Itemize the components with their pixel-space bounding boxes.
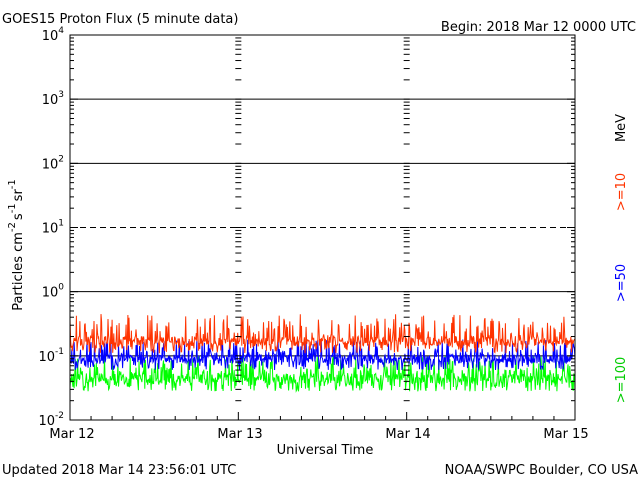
legend-series-10: >=10 <box>614 173 629 211</box>
y-axis-label: Particles cm-2s-1sr-1 <box>7 179 26 311</box>
series-layer <box>69 314 576 393</box>
y-tick-label-2: 100 <box>42 283 65 301</box>
plot-area <box>69 34 576 421</box>
series-line-gte50 <box>69 339 576 371</box>
y-tick-labels: 10-2 10-1 100 101 102 103 104 <box>38 26 64 429</box>
x-tick-labels: Mar 12 Mar 13 Mar 14 Mar 15 <box>49 427 588 442</box>
y-tick-label-1: 10-1 <box>38 347 64 365</box>
x-axis-label: Universal Time <box>277 443 374 458</box>
series-line-gte10 <box>69 314 576 354</box>
day-minor-ticks <box>69 37 576 421</box>
legend-series-100: >=100 <box>614 357 629 404</box>
legend-unit: MeV <box>614 114 629 142</box>
chart-title: GOES15 Proton Flux (5 minute data) <box>2 12 238 27</box>
legend-series-50: >=50 <box>614 264 629 302</box>
y-tick-marks <box>70 34 575 421</box>
x-tick-label-1: Mar 13 <box>217 427 262 442</box>
y-tick-label-3: 101 <box>42 219 64 237</box>
threshold-lines <box>70 98 575 357</box>
x-tick-label-3: Mar 15 <box>543 427 588 442</box>
y-tick-label-6: 104 <box>42 26 65 44</box>
y-tick-label-5: 103 <box>42 90 64 108</box>
y-tick-label-0: 10-2 <box>38 411 64 429</box>
legend: MeV >=10 >=50 >=100 <box>614 114 629 403</box>
updated-timestamp: Updated 2018 Mar 14 23:56:01 UTC <box>2 463 236 478</box>
begin-label: Begin: 2018 Mar 12 0000 UTC <box>441 20 636 35</box>
x-tick-label-0: Mar 12 <box>49 427 94 442</box>
y-tick-label-4: 102 <box>42 154 64 172</box>
source-credit: NOAA/SWPC Boulder, CO USA <box>445 463 638 478</box>
series-line-gte100 <box>69 355 576 393</box>
x-tick-label-2: Mar 14 <box>385 427 430 442</box>
